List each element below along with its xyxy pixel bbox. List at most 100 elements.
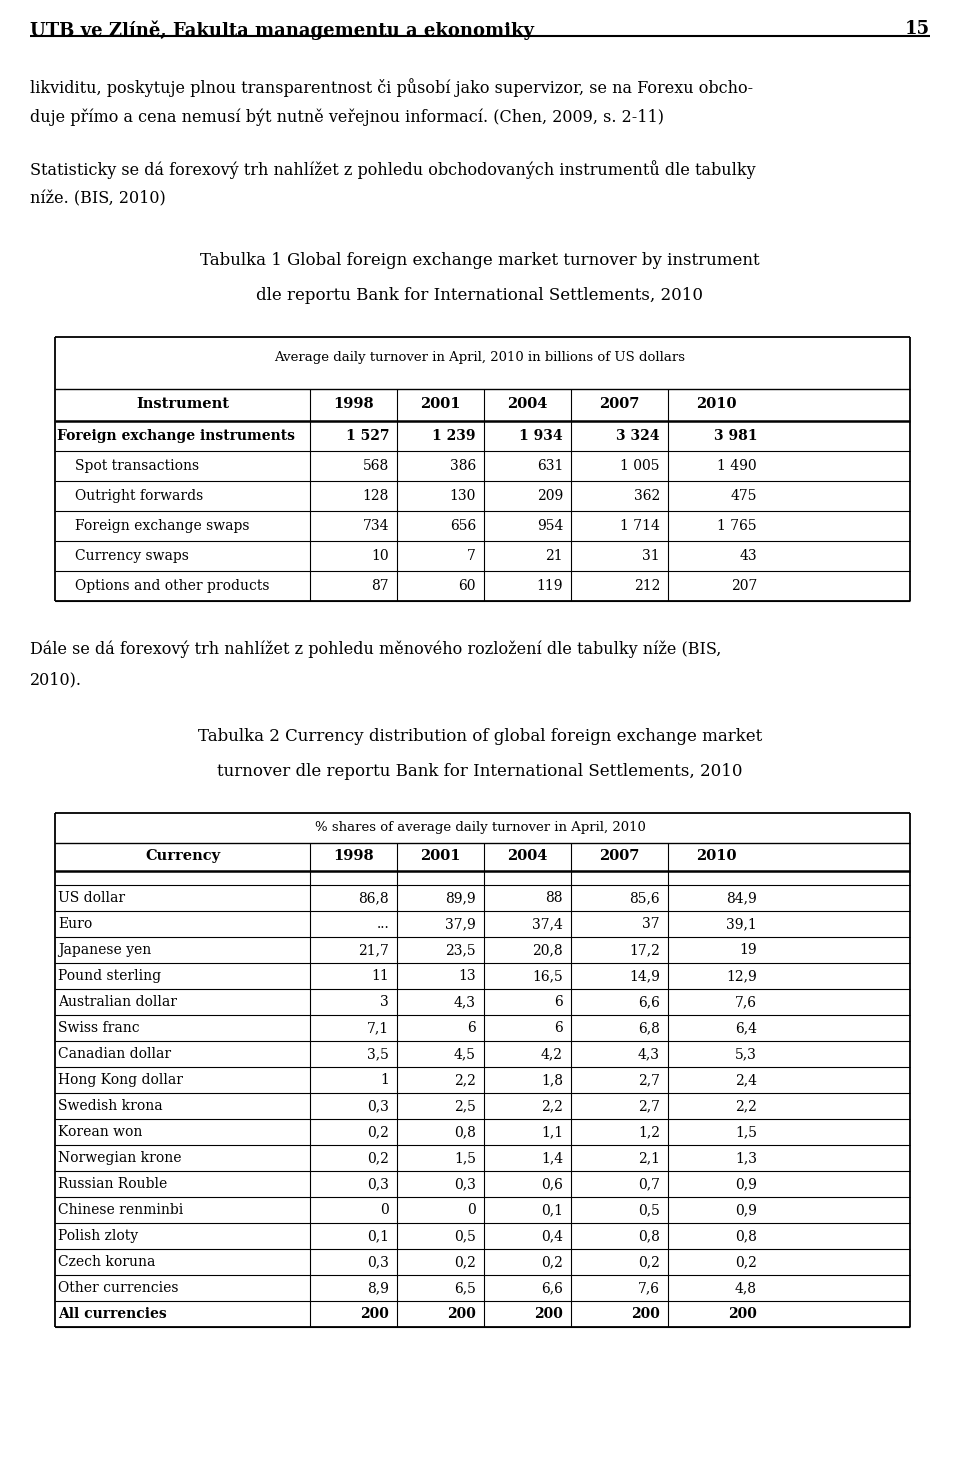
Text: 10: 10 — [372, 549, 389, 563]
Text: 0,2: 0,2 — [735, 1256, 757, 1269]
Text: 6,8: 6,8 — [638, 1021, 660, 1034]
Text: Outright forwards: Outright forwards — [75, 489, 204, 502]
Text: 0,5: 0,5 — [638, 1203, 660, 1217]
Text: UTB ve Zlíně, Fakulta managementu a ekonomiky: UTB ve Zlíně, Fakulta managementu a ekon… — [30, 21, 534, 40]
Text: Average daily turnover in April, 2010 in billions of US dollars: Average daily turnover in April, 2010 in… — [275, 352, 685, 363]
Text: Options and other products: Options and other products — [75, 579, 270, 593]
Text: Russian Rouble: Russian Rouble — [58, 1176, 167, 1191]
Text: níže. (BIS, 2010): níže. (BIS, 2010) — [30, 190, 166, 207]
Text: 7,6: 7,6 — [735, 995, 757, 1009]
Text: 212: 212 — [634, 579, 660, 593]
Text: 20,8: 20,8 — [533, 943, 563, 957]
Text: 2001: 2001 — [420, 850, 461, 863]
Text: 1,4: 1,4 — [540, 1151, 563, 1165]
Text: 954: 954 — [537, 519, 563, 533]
Text: turnover dle reportu Bank for International Settlements, 2010: turnover dle reportu Bank for Internatio… — [217, 763, 743, 779]
Text: 0,1: 0,1 — [367, 1229, 389, 1242]
Text: 0: 0 — [468, 1203, 476, 1217]
Text: 89,9: 89,9 — [445, 891, 476, 905]
Text: 23,5: 23,5 — [445, 943, 476, 957]
Text: 2001: 2001 — [420, 397, 461, 412]
Text: Canadian dollar: Canadian dollar — [58, 1047, 171, 1061]
Text: 0,3: 0,3 — [367, 1099, 389, 1113]
Text: 0,7: 0,7 — [638, 1176, 660, 1191]
Text: 16,5: 16,5 — [532, 968, 563, 983]
Text: Foreign exchange swaps: Foreign exchange swaps — [75, 519, 250, 533]
Text: Currency swaps: Currency swaps — [75, 549, 189, 563]
Text: Dále se dá forexový trh nahlížet z pohledu měnového rozložení dle tabulky níže (: Dále se dá forexový trh nahlížet z pohle… — [30, 642, 721, 658]
Text: 4,5: 4,5 — [454, 1047, 476, 1061]
Text: 1998: 1998 — [333, 397, 373, 412]
Text: 1,3: 1,3 — [735, 1151, 757, 1165]
Text: 2004: 2004 — [507, 397, 548, 412]
Text: Pound sterling: Pound sterling — [58, 968, 161, 983]
Text: 2,5: 2,5 — [454, 1099, 476, 1113]
Text: 0,8: 0,8 — [638, 1229, 660, 1242]
Text: 2007: 2007 — [599, 850, 639, 863]
Text: 13: 13 — [458, 968, 476, 983]
Text: 4,2: 4,2 — [541, 1047, 563, 1061]
Text: 0,8: 0,8 — [454, 1125, 476, 1138]
Text: 1,8: 1,8 — [541, 1072, 563, 1087]
Text: 6,6: 6,6 — [638, 995, 660, 1009]
Text: 3: 3 — [380, 995, 389, 1009]
Text: Statisticky se dá forexový trh nahlížet z pohledu obchodovaných instrumentů dle : Statisticky se dá forexový trh nahlížet … — [30, 160, 756, 179]
Text: 2,2: 2,2 — [541, 1099, 563, 1113]
Text: 0,2: 0,2 — [638, 1256, 660, 1269]
Text: 119: 119 — [537, 579, 563, 593]
Text: 200: 200 — [360, 1307, 389, 1321]
Text: 2010: 2010 — [696, 850, 736, 863]
Text: 15: 15 — [905, 21, 930, 38]
Text: 12,9: 12,9 — [727, 968, 757, 983]
Text: 39,1: 39,1 — [727, 917, 757, 930]
Text: 631: 631 — [537, 459, 563, 473]
Text: Swiss franc: Swiss franc — [58, 1021, 139, 1034]
Text: 1 527: 1 527 — [346, 429, 389, 442]
Text: 475: 475 — [731, 489, 757, 502]
Text: 87: 87 — [372, 579, 389, 593]
Text: 0,4: 0,4 — [541, 1229, 563, 1242]
Text: Japanese yen: Japanese yen — [58, 943, 152, 957]
Text: 4,8: 4,8 — [735, 1280, 757, 1295]
Text: 85,6: 85,6 — [630, 891, 660, 905]
Text: 8,9: 8,9 — [367, 1280, 389, 1295]
Text: Euro: Euro — [58, 917, 92, 930]
Text: 0: 0 — [380, 1203, 389, 1217]
Text: 2,7: 2,7 — [638, 1099, 660, 1113]
Text: 362: 362 — [634, 489, 660, 502]
Text: 130: 130 — [449, 489, 476, 502]
Text: 0,8: 0,8 — [735, 1229, 757, 1242]
Text: Polish zloty: Polish zloty — [58, 1229, 138, 1242]
Text: % shares of average daily turnover in April, 2010: % shares of average daily turnover in Ap… — [315, 820, 645, 834]
Text: 0,6: 0,6 — [541, 1176, 563, 1191]
Text: 1998: 1998 — [333, 850, 373, 863]
Text: 11: 11 — [372, 968, 389, 983]
Text: 2007: 2007 — [599, 397, 639, 412]
Text: Spot transactions: Spot transactions — [75, 459, 199, 473]
Text: 1: 1 — [380, 1072, 389, 1087]
Text: Other currencies: Other currencies — [58, 1280, 179, 1295]
Text: 6: 6 — [468, 1021, 476, 1034]
Text: 2,2: 2,2 — [735, 1099, 757, 1113]
Text: 2010).: 2010). — [30, 671, 82, 689]
Text: Foreign exchange instruments: Foreign exchange instruments — [57, 429, 295, 442]
Text: 386: 386 — [449, 459, 476, 473]
Text: US dollar: US dollar — [58, 891, 125, 905]
Text: 2,1: 2,1 — [638, 1151, 660, 1165]
Text: 0,2: 0,2 — [541, 1256, 563, 1269]
Text: 0,2: 0,2 — [367, 1125, 389, 1138]
Text: 200: 200 — [728, 1307, 757, 1321]
Text: duje přímo a cena nemusí být nutně veřejnou informací. (Chen, 2009, s. 2-11): duje přímo a cena nemusí být nutně veřej… — [30, 108, 664, 126]
Text: 86,8: 86,8 — [358, 891, 389, 905]
Text: Czech koruna: Czech koruna — [58, 1256, 156, 1269]
Text: 2010: 2010 — [696, 397, 736, 412]
Text: Tabulka 2 Currency distribution of global foreign exchange market: Tabulka 2 Currency distribution of globa… — [198, 728, 762, 746]
Text: dle reportu Bank for International Settlements, 2010: dle reportu Bank for International Settl… — [256, 287, 704, 305]
Text: 7,6: 7,6 — [638, 1280, 660, 1295]
Text: 14,9: 14,9 — [629, 968, 660, 983]
Text: 207: 207 — [731, 579, 757, 593]
Text: 5,3: 5,3 — [735, 1047, 757, 1061]
Text: 0,1: 0,1 — [541, 1203, 563, 1217]
Text: 3 981: 3 981 — [713, 429, 757, 442]
Text: 2,2: 2,2 — [454, 1072, 476, 1087]
